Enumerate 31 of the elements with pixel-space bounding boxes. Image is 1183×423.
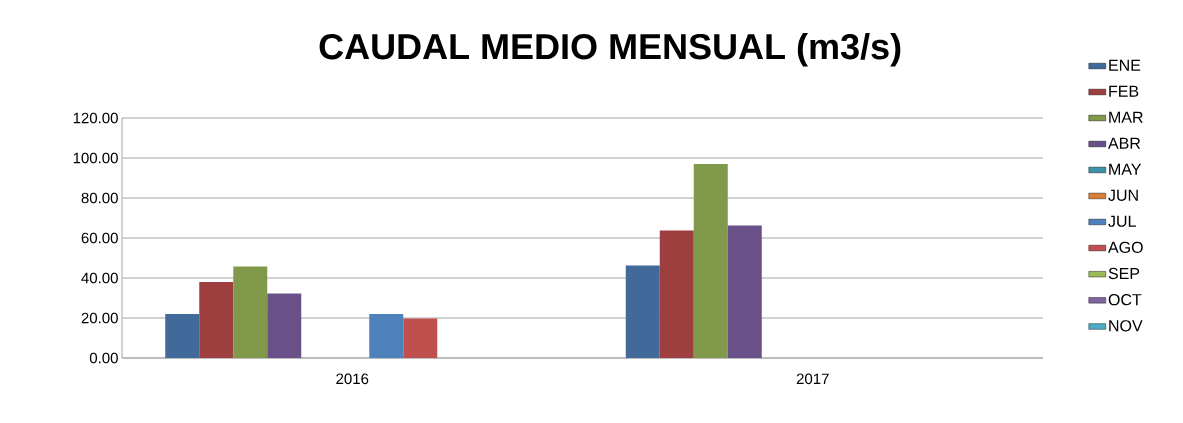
bar xyxy=(693,164,728,358)
y-tick-label: 120.00 xyxy=(73,112,118,124)
bar xyxy=(267,293,302,358)
y-tick-label: 100.00 xyxy=(73,152,118,164)
legend-label: JUN xyxy=(1108,189,1138,201)
bar xyxy=(233,266,268,358)
y-tick-label: 0.00 xyxy=(89,352,118,364)
legend-label: JUL xyxy=(1108,215,1136,227)
bar xyxy=(199,282,234,358)
legend-label: AGO xyxy=(1108,241,1143,254)
bar xyxy=(165,314,200,358)
x-tick-label: 2017 xyxy=(796,373,829,385)
legend-label: MAY xyxy=(1109,163,1142,175)
y-tick-label: 80.00 xyxy=(81,192,118,204)
y-tick-label: 60.00 xyxy=(81,232,118,244)
legend-label: NOV xyxy=(1109,320,1143,332)
bar xyxy=(659,230,694,358)
bar xyxy=(727,225,762,358)
x-tick-label: 2016 xyxy=(336,373,369,385)
bar xyxy=(403,318,438,358)
y-tick-label: 40.00 xyxy=(81,272,118,284)
legend-label: OCT xyxy=(1108,294,1142,306)
legend-label: ABR xyxy=(1108,137,1141,149)
legend-label: ENE xyxy=(1109,59,1141,71)
bar xyxy=(625,265,660,358)
legend-label: MAR xyxy=(1109,111,1143,123)
y-tick-label: 20.00 xyxy=(81,312,118,324)
chart-title: CAUDAL MEDIO MENSUAL (m3/s) xyxy=(319,32,901,67)
bar xyxy=(369,314,404,358)
legend-label: FEB xyxy=(1109,85,1139,97)
legend-label: SEP xyxy=(1108,267,1140,280)
